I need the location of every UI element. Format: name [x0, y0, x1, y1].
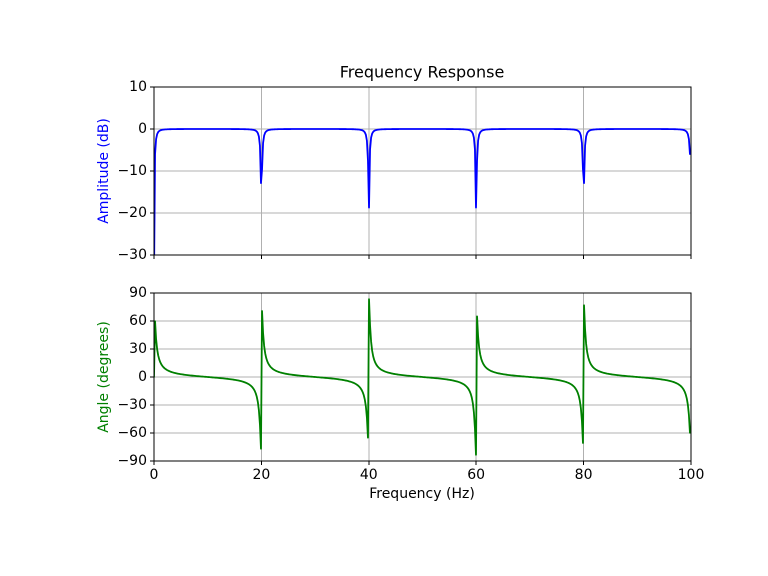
- frequency-axis-label: Frequency (Hz): [369, 486, 475, 502]
- x-tick-label: 100: [677, 467, 705, 483]
- y-tick-label: −90: [117, 452, 147, 469]
- x-tick-label: 40: [359, 467, 378, 483]
- y-tick-label: 30: [129, 340, 147, 357]
- y-tick-label: −10: [117, 162, 147, 179]
- y-tick-label: 10: [129, 78, 147, 95]
- y-tick-label: −20: [117, 204, 147, 221]
- y-tick-label: 60: [129, 312, 147, 329]
- amplitude-curve: [154, 128, 691, 255]
- y-tick-label: −30: [117, 246, 147, 263]
- y-tick-label: 0: [138, 368, 147, 385]
- angle-curve: [154, 298, 691, 456]
- x-tick-label: 20: [252, 467, 271, 483]
- y-tick-label: 0: [138, 120, 147, 137]
- x-tick-label: 0: [149, 467, 159, 483]
- x-tick-label: 60: [467, 467, 486, 483]
- y-tick-label: −60: [117, 424, 147, 441]
- chart-title: Frequency Response: [339, 62, 505, 82]
- x-tick-label: 80: [574, 467, 593, 483]
- y-tick-label: −30: [117, 396, 147, 413]
- y-tick-label: 90: [129, 284, 147, 301]
